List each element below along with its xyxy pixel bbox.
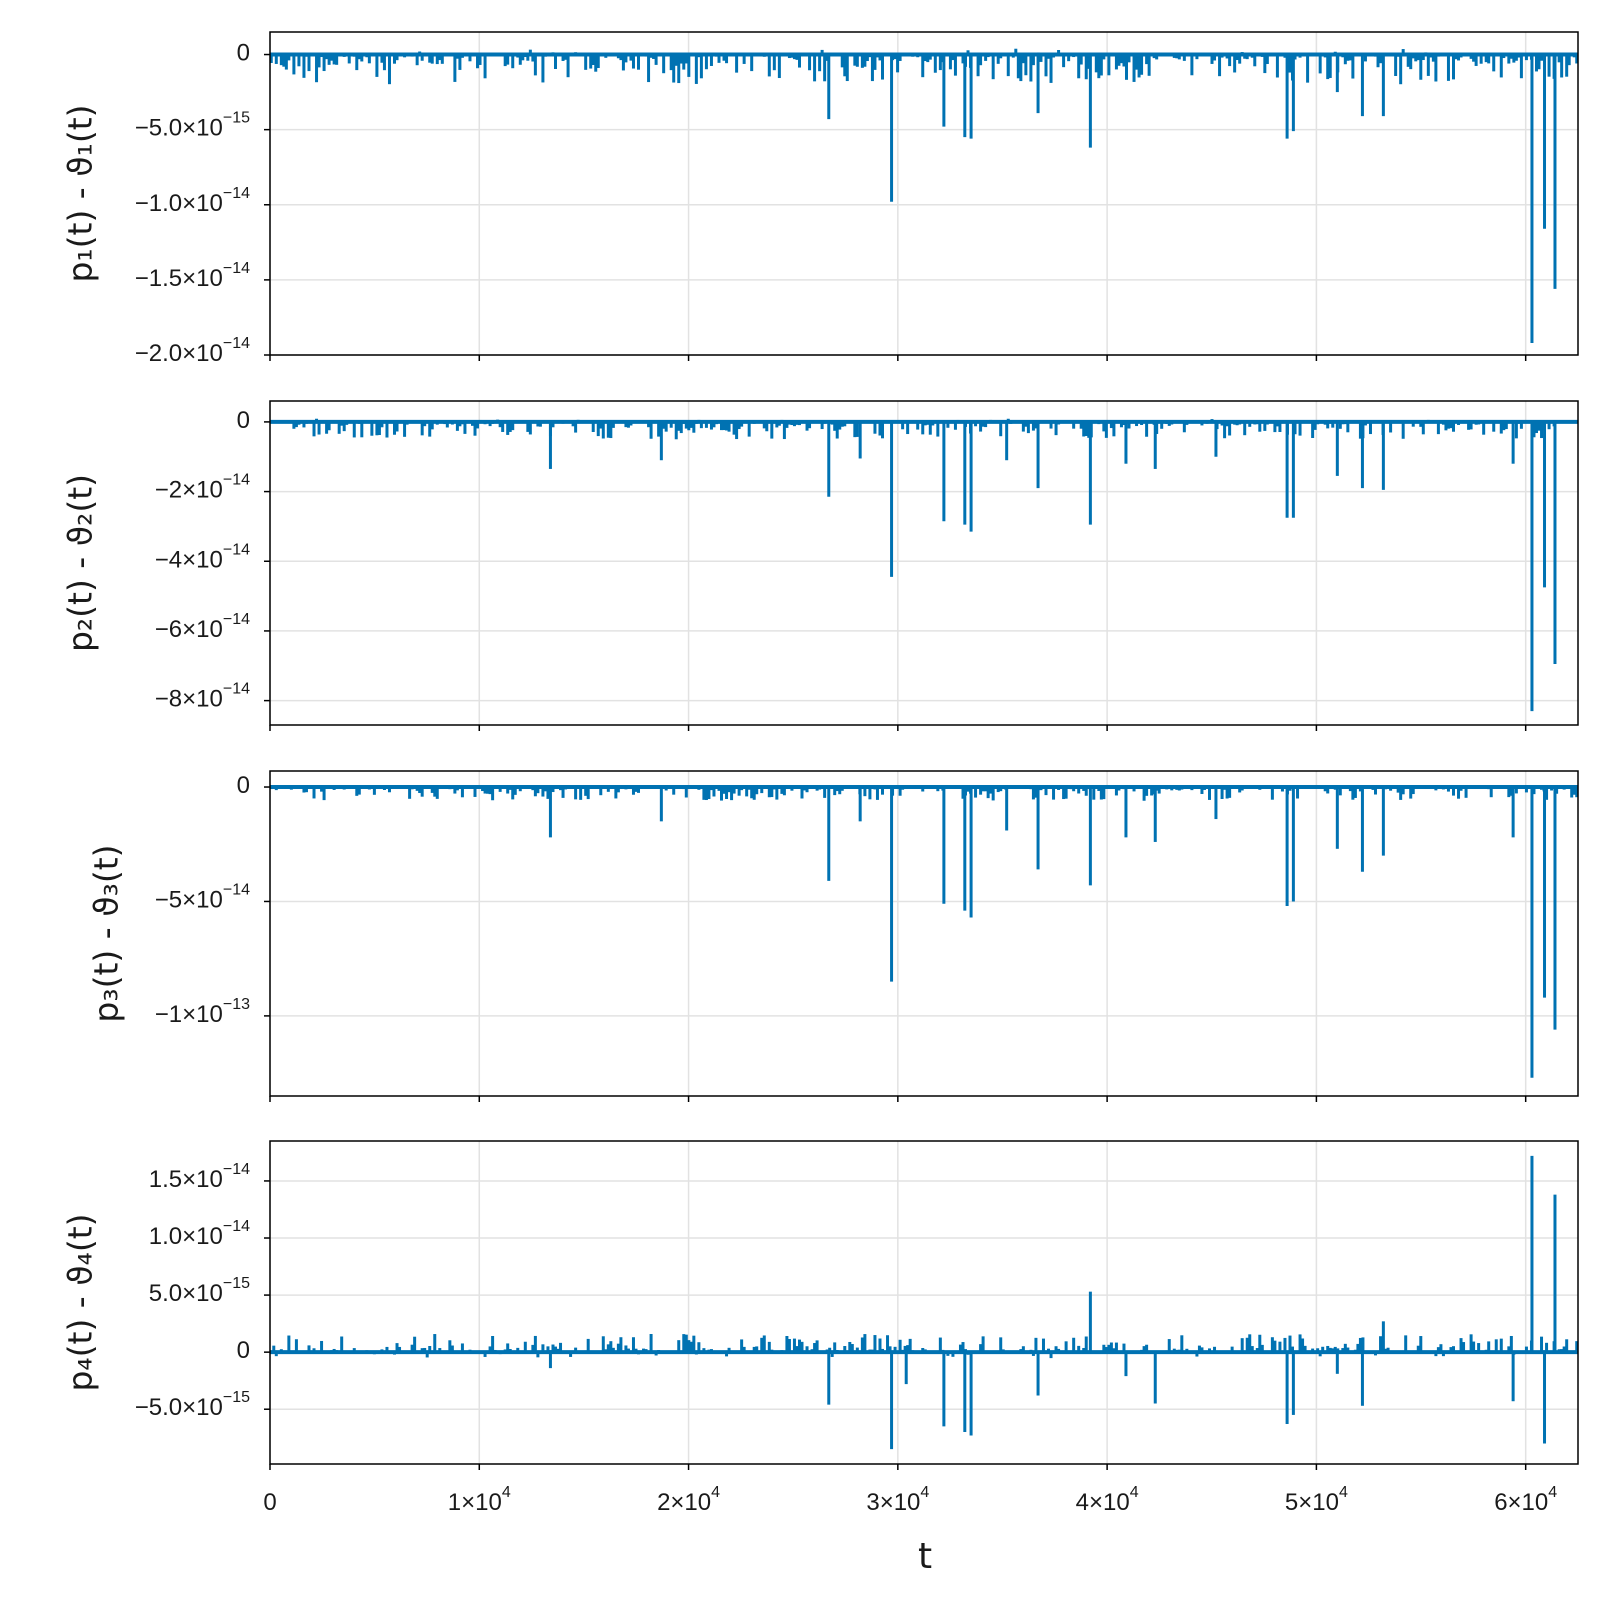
x-tick-label: 5×104 (1285, 1484, 1348, 1516)
y-axis-label: p₁(t) - ϑ₁(t) (61, 104, 100, 282)
y-tick-label: 0 (237, 772, 250, 799)
y-axis-label: p₄(t) - ϑ₄(t) (61, 1213, 100, 1391)
y-tick-label: −2.0×10−14 (135, 335, 250, 367)
y-tick-label: 0 (237, 407, 250, 434)
y-tick-label: 0 (237, 40, 250, 67)
plot-frame (269, 770, 1579, 1097)
y-tick-label: 1.5×10−14 (149, 1161, 250, 1193)
y-tick-label: −5.0×10−15 (135, 110, 250, 142)
x-tick-label: 6×104 (1494, 1484, 1557, 1516)
y-tick-label: 5.0×10−15 (149, 1275, 250, 1307)
y-tick-label: −4×10−14 (155, 541, 250, 573)
y-tick-label: −2×10−14 (155, 472, 250, 504)
plot-frame (269, 31, 1579, 356)
y-tick-label: −8×10−14 (155, 681, 250, 713)
y-tick-label: 0 (237, 1337, 250, 1364)
y-tick-label: −1.0×10−14 (135, 185, 250, 217)
y-axis-label: p₂(t) - ϑ₂(t) (61, 474, 100, 652)
x-tick-label: 1×104 (448, 1484, 511, 1516)
y-tick-label: 1.0×10−14 (149, 1218, 250, 1250)
x-tick-label: 2×104 (657, 1484, 720, 1516)
y-tick-label: −5×10−14 (155, 882, 250, 914)
panel-4: 1.5×10−14 1.0×10−14 5.0×10−15 0 −5.0×10−15 0 1… (61, 1140, 1579, 1516)
panel-2: 0 −2×10−14 −4×10−14 −6×10−14 −8×10−14 p₂(t) -… (61, 400, 1579, 731)
plot-frame (269, 400, 1579, 726)
panel-1: 0 −5.0×10−15 −1.0×10−14 −1.5×10−14 −2.0×10−1… (61, 31, 1579, 367)
y-tick-label: −1.5×10−14 (135, 260, 250, 292)
y-axis-label: p₃(t) - ϑ₃(t) (87, 844, 126, 1022)
plot-frame (269, 1140, 1579, 1465)
x-tick-label: 3×104 (866, 1484, 929, 1516)
noise-stems (269, 1334, 1579, 1359)
y-tick-label: −6×10−14 (155, 611, 250, 643)
panel-3: 0 −5×10−14 −1×10−13 p₃(t) - ϑ₃(t) (87, 770, 1579, 1102)
y-tick-label: −5.0×10−15 (135, 1389, 250, 1421)
x-tick-label: 4×104 (1076, 1484, 1139, 1516)
x-axis-label: t (918, 1536, 932, 1577)
x-tick-label: 0 (263, 1489, 276, 1516)
y-tick-label: −1×10−13 (155, 996, 250, 1028)
